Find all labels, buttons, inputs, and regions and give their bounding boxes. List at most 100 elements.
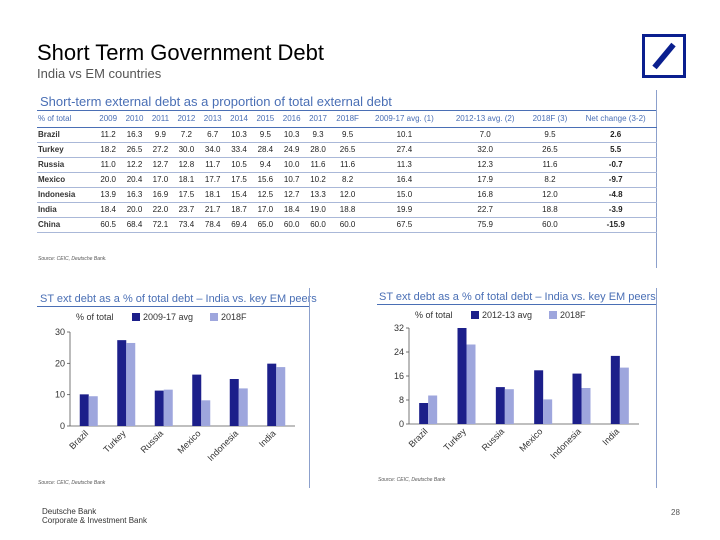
table-cell: 12.7 xyxy=(278,187,305,203)
table-cell: -3.9 xyxy=(574,202,657,218)
table-cell: 19.9 xyxy=(364,202,445,218)
table-header-cell: 2016 xyxy=(278,112,305,128)
legend-swatch xyxy=(132,313,140,321)
table-cell: 60.0 xyxy=(278,217,305,233)
table-header-cell: Net change (3-2) xyxy=(574,112,657,128)
table-cell: 8.2 xyxy=(331,172,365,188)
table-header-cell: 2014 xyxy=(225,112,253,128)
y-tick-label: 10 xyxy=(55,390,65,400)
chart2-title: ST ext debt as a % of total debt – India… xyxy=(379,291,656,303)
table-cell: 18.1 xyxy=(173,172,200,188)
table-cell: -9.7 xyxy=(574,172,657,188)
table-cell: 26.5 xyxy=(121,142,148,158)
table-cell: 12.5 xyxy=(252,187,279,203)
table-cell: 60.0 xyxy=(304,217,332,233)
table-cell: 13.3 xyxy=(304,187,332,203)
table-cell: 9.4 xyxy=(252,157,279,173)
table-cell: 27.4 xyxy=(364,142,445,158)
table-cell: 2.6 xyxy=(574,127,657,143)
bar-turkey-2 xyxy=(466,344,476,424)
y-tick-label: 24 xyxy=(394,347,404,357)
table-header-cell: 2012-13 avg. (2) xyxy=(444,112,526,128)
chart1-source: Source: CEIC, Deutsche Bank xyxy=(38,480,106,486)
bar-mexico-2 xyxy=(543,399,553,424)
table-cell: 16.4 xyxy=(364,172,445,188)
table-cell: 30.0 xyxy=(173,142,200,158)
table-row: China 60.5 68.4 72.1 73.4 78.4 69.4 65.0 60.0 60.… xyxy=(37,217,657,233)
table-title: Short-term external debt as a proportion… xyxy=(40,94,392,109)
page-title: Short Term Government Debt xyxy=(37,40,324,65)
page-number: 28 xyxy=(671,508,680,517)
table-cell: 18.4 xyxy=(95,202,122,218)
y-tick-label: 16 xyxy=(394,371,404,381)
chart1-title: ST ext debt as a % of total debt – India… xyxy=(40,293,317,305)
table-cell: 22.7 xyxy=(444,202,526,218)
bar-brazil-1 xyxy=(419,403,429,424)
bar-indonesia-2 xyxy=(581,388,591,424)
table-cell: 33.4 xyxy=(225,142,253,158)
table-row-country: Indonesia xyxy=(37,187,95,203)
table-cell: 12.7 xyxy=(147,157,174,173)
table-row: Mexico 20.0 20.4 17.0 18.1 17.7 17.5 15.6 10.7 10… xyxy=(37,172,657,188)
table-cell: 17.0 xyxy=(147,172,174,188)
chart2-svg: 0 8 16 24 32 % of total 2012-13 avg 2018F Brazil… xyxy=(394,310,639,461)
table-cell: 7.2 xyxy=(173,127,200,143)
y-tick-label: 8 xyxy=(399,395,404,405)
table-cell: 11.2 xyxy=(95,127,122,143)
table-row-country: India xyxy=(37,202,95,218)
table-row: India 18.4 20.0 22.0 23.7 21.7 18.7 17.0 18.4 19.… xyxy=(37,202,657,218)
table-cell: 18.8 xyxy=(331,202,365,218)
bar-turkey-1 xyxy=(457,328,467,424)
table-cell: 11.0 xyxy=(95,157,122,173)
y-tick-label: 20 xyxy=(55,358,65,368)
table-row-country: Russia xyxy=(37,157,95,173)
table-header-cell: % of total xyxy=(37,112,95,128)
table-cell: 10.2 xyxy=(304,172,332,188)
x-tick-label: Brazil xyxy=(67,428,90,451)
table-cell: 18.2 xyxy=(95,142,122,158)
table-cell: 10.1 xyxy=(364,127,445,143)
table-cell: 11.6 xyxy=(304,157,332,173)
table-cell: 72.1 xyxy=(147,217,174,233)
table-cell: 67.5 xyxy=(364,217,445,233)
table-header-cell: 2010 xyxy=(121,112,148,128)
table-cell: 15.4 xyxy=(225,187,253,203)
chart1-svg: 0 10 20 30 % of total 2009-17 avg 2018F Brazil T… xyxy=(55,312,295,463)
table-cell: 10.3 xyxy=(278,127,305,143)
table-row: Indonesia 13.9 16.3 16.9 17.5 18.1 15.4 12.5 12.… xyxy=(37,187,657,203)
bar-indonesia-1 xyxy=(572,373,582,424)
table-cell: 78.4 xyxy=(199,217,226,233)
table-cell: 12.2 xyxy=(121,157,148,173)
bar-russia-1 xyxy=(154,390,164,426)
legend-swatch xyxy=(471,311,479,319)
footer-division: Corporate & Investment Bank xyxy=(42,516,147,525)
chart2-source: Source: CEIC, Deutsche Bank xyxy=(378,477,446,483)
table-cell: 32.0 xyxy=(444,142,526,158)
table-cell: 5.5 xyxy=(574,142,657,158)
table-cell: 18.8 xyxy=(525,202,575,218)
table-cell: 7.0 xyxy=(444,127,526,143)
table-header-cell: 2009 xyxy=(95,112,122,128)
table-header-row: % of total 2009 2010 2011 2012 2013 2014 2015 20… xyxy=(37,112,657,128)
table-cell: 9.9 xyxy=(147,127,174,143)
table-cell: 26.5 xyxy=(331,142,365,158)
table-cell: 11.6 xyxy=(525,157,575,173)
legend-label: 2012-13 avg xyxy=(482,310,532,320)
page-subtitle: India vs EM countries xyxy=(37,66,162,81)
table-cell: 18.4 xyxy=(278,202,305,218)
bar-mexico-1 xyxy=(192,374,202,426)
table-header-cell: 2018F xyxy=(331,112,365,128)
y-axis-label: % of total xyxy=(76,312,114,322)
bar-india-2 xyxy=(619,367,629,424)
table-cell: 28.0 xyxy=(304,142,332,158)
table-cell: 17.9 xyxy=(444,172,526,188)
table-cell: 17.7 xyxy=(199,172,226,188)
bar-turkey-2 xyxy=(126,342,136,426)
table-header-cell: 2012 xyxy=(173,112,200,128)
table-cell: 73.4 xyxy=(173,217,200,233)
table-cell: 16.3 xyxy=(121,187,148,203)
table-cell: 23.7 xyxy=(173,202,200,218)
bar-brazil-1 xyxy=(79,394,89,426)
table-cell: 34.0 xyxy=(199,142,226,158)
table-cell: 60.0 xyxy=(525,217,575,233)
